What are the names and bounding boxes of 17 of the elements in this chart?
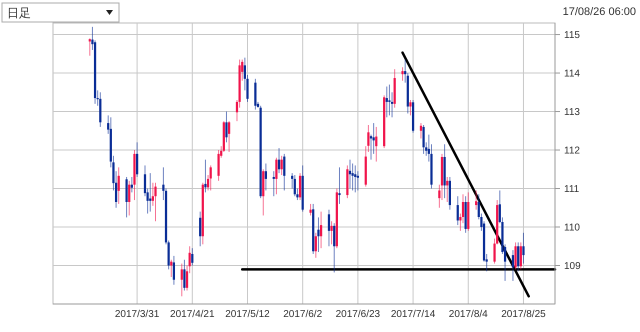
x-tick-label: 2017/6/23: [336, 309, 381, 320]
y-tick-label: 110: [564, 222, 580, 234]
y-tick-label: 115: [564, 30, 580, 42]
x-tick-label: 2017/4/21: [170, 309, 215, 320]
x-tick-label: 2017/8/25: [501, 309, 546, 320]
x-tick-label: 2017/6/2: [283, 309, 323, 320]
x-tick-label: 2017/5/12: [225, 309, 270, 320]
text: 17/08/26 06:00: [562, 6, 636, 18]
text: 日足: [7, 6, 31, 20]
y-tick-label: 111: [564, 184, 580, 196]
y-tick-label: 113: [564, 107, 580, 118]
x-tick-label: 2017/8/4: [448, 309, 488, 320]
y-tick-label: 112: [564, 146, 580, 157]
y-tick-label: 114: [564, 68, 580, 80]
y-tick-label: 109: [564, 261, 582, 272]
x-tick-label: 2017/3/31: [114, 309, 160, 320]
x-tick-label: 2017/7/14: [390, 309, 436, 320]
